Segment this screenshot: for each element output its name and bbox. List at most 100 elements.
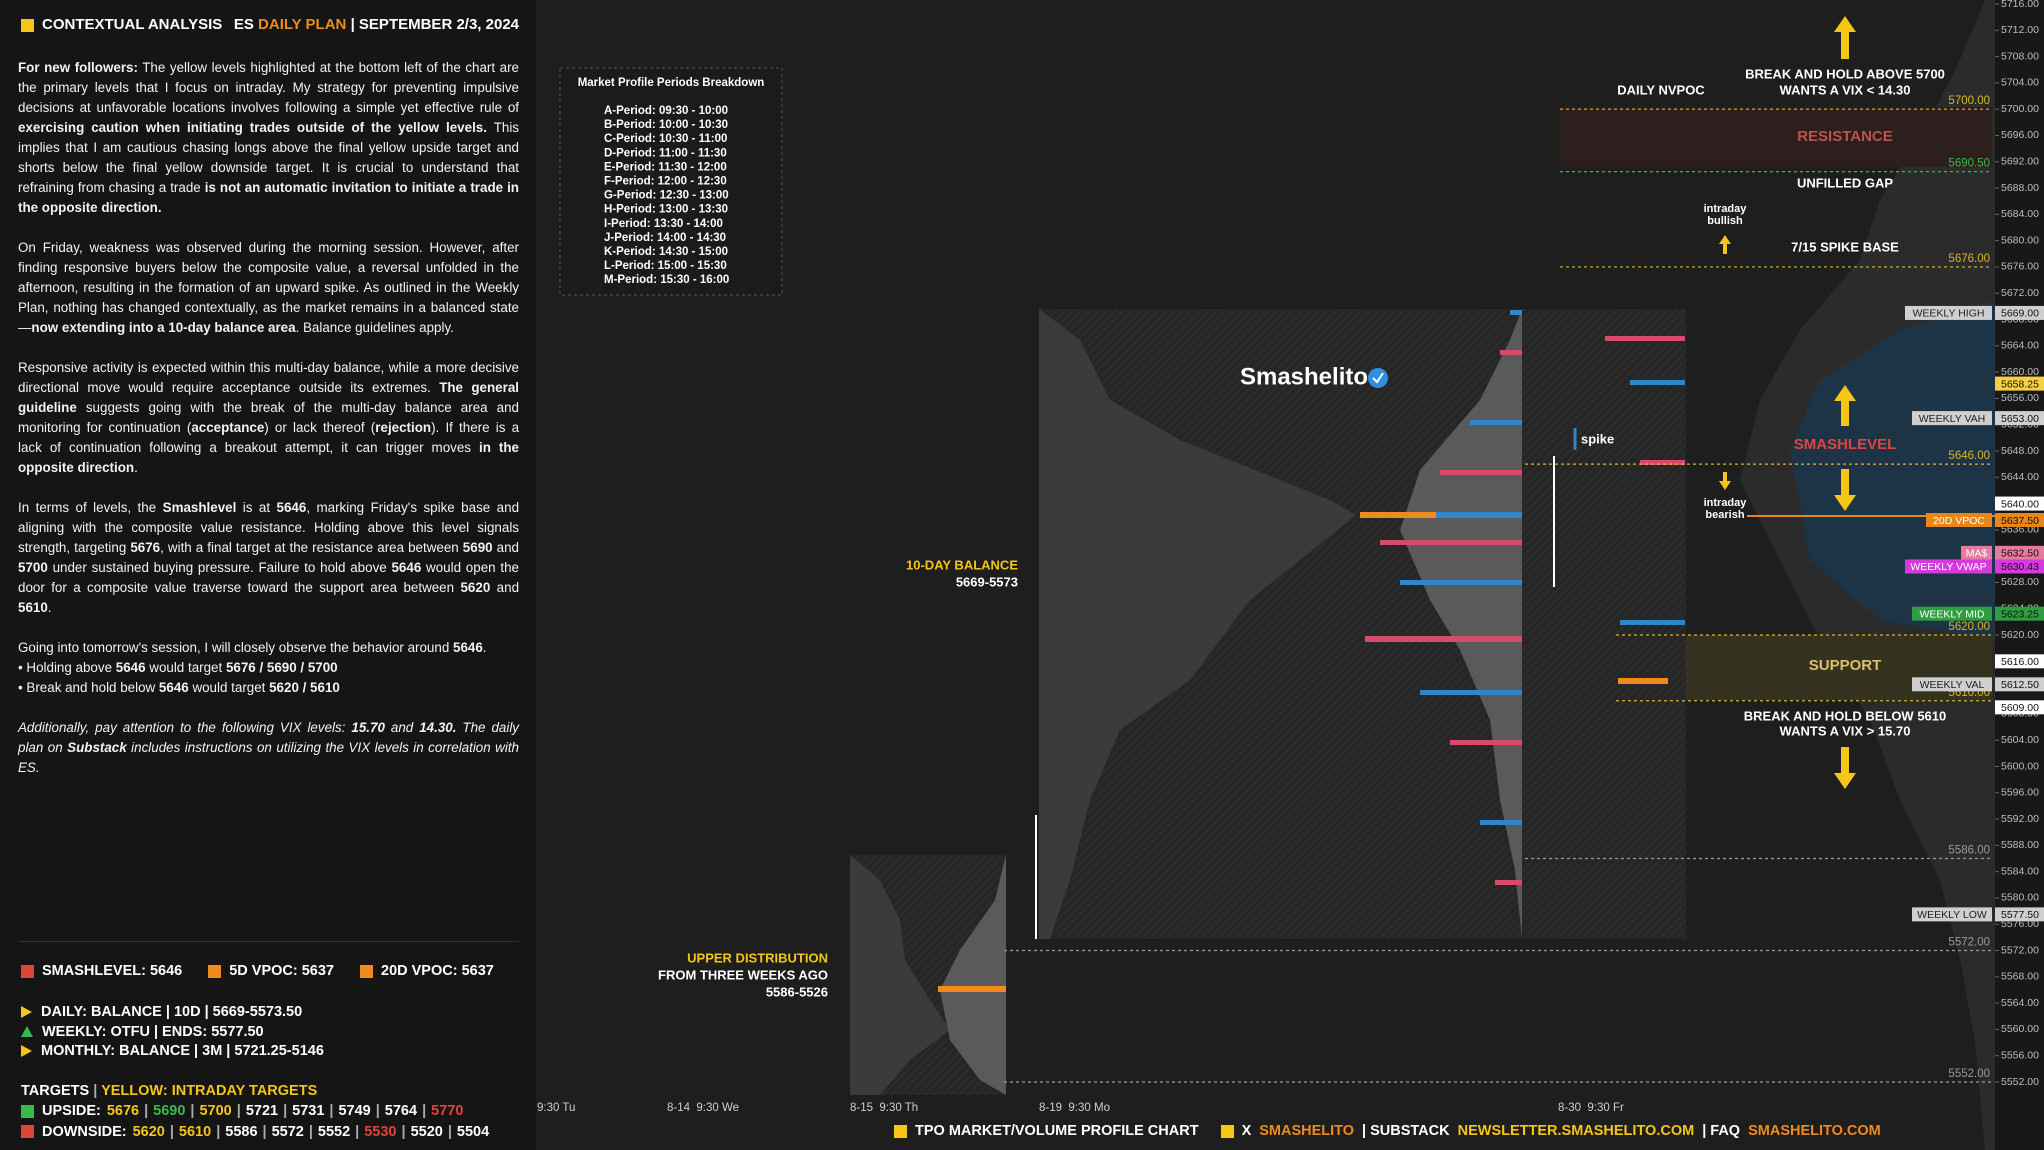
symbol: ES — [233, 16, 254, 33]
level-legend: SMASHLEVEL: 5646 5D VPOC: 5637 20D VPOC: 5… — [21, 963, 494, 979]
text: This implies that I am cautious chasing … — [18, 120, 519, 195]
badge-name: MA$ — [1966, 548, 1988, 560]
separator: | — [283, 1103, 288, 1119]
text: is at — [236, 500, 277, 515]
legend-item: 20D VPOC: 5637 — [360, 963, 494, 979]
badge-value-label: 5653.00 — [2001, 413, 2039, 425]
paragraph: • Break and hold below 5646 would target… — [18, 678, 519, 698]
bold-text: Smashlevel — [162, 500, 237, 515]
paragraph: For new followers: The yellow levels hig… — [18, 58, 519, 218]
annotation: bullish — [1707, 215, 1743, 227]
bold-text: The general guideline — [18, 380, 519, 415]
vpoc-bar — [1360, 512, 1436, 518]
badge-value — [1995, 907, 2044, 922]
badge-name-bg — [1912, 677, 1992, 692]
badge-value — [1995, 512, 2044, 527]
period: L-Period: 15:00 - 15:30 — [604, 260, 727, 272]
badge-name: WEEKLY VAH — [1919, 413, 1986, 425]
period: F-Period: 12:00 - 12:30 — [604, 176, 727, 188]
target-label: UPSIDE: — [42, 1103, 101, 1119]
annotation: SUPPORT — [1809, 657, 1882, 674]
context-icon — [21, 1045, 32, 1058]
annotation: WANTS A VIX < 14.30 — [1780, 82, 1911, 97]
badge-value-label: 5637.50 — [2001, 515, 2039, 527]
bold-text: 5646 — [115, 660, 146, 675]
badge-value — [1995, 376, 2044, 391]
y-tick-label: 5600.00 — [2001, 760, 2039, 772]
annotation: BREAK AND HOLD BELOW 5610 — [1744, 708, 1946, 723]
period: J-Period: 14:00 - 14:30 — [604, 232, 726, 244]
targets-label: TARGETS — [21, 1083, 90, 1099]
badge-name-bg — [1912, 907, 1992, 922]
text: and — [384, 720, 420, 735]
badge-value-label: 5612.50 — [2001, 679, 2039, 691]
tpo-profile-small — [850, 855, 950, 1095]
y-tick-label: 5556.00 — [2001, 1049, 2039, 1061]
y-tick-label: 5580.00 — [2001, 892, 2039, 904]
y-tick-label: 5664.00 — [2001, 340, 2039, 352]
target-value: 5620 — [132, 1123, 165, 1140]
header-icon — [21, 18, 34, 32]
bold-text: For new followers: — [18, 60, 138, 75]
text: , with a final target at the resistance … — [160, 540, 463, 555]
period: G-Period: 12:30 - 13:00 — [604, 190, 729, 202]
footer-text: SMASHELITO — [1259, 1123, 1355, 1139]
separator: | — [236, 1103, 241, 1119]
badge-value — [1995, 559, 2044, 574]
targets-title: TARGETS | YELLOW: INTRADAY TARGETS — [21, 1083, 318, 1099]
paragraph: On Friday, weakness was observed during … — [18, 238, 519, 338]
legend-item: 5D VPOC: 5637 — [208, 963, 334, 979]
y-tick-label: 5592.00 — [2001, 813, 2039, 825]
footer-text: TPO MARKET/VOLUME PROFILE CHART — [915, 1123, 1199, 1139]
context-line: DAILY: BALANCE | 10D | 5669-5573.50 — [21, 1004, 302, 1020]
target-value: 5731 — [292, 1103, 325, 1119]
y-tick-label: 5716.00 — [2001, 0, 2039, 10]
bold-text: 5700 — [18, 560, 48, 575]
text: • Break and hold below — [18, 680, 159, 695]
volume-profile-small — [940, 855, 1006, 1095]
text: ). If there is a lack of continuation fo… — [18, 420, 520, 455]
level-label: 5646.00 — [1948, 450, 1990, 462]
badge-name-bg — [1912, 411, 1992, 426]
badge-value-label: 5640.00 — [2001, 498, 2039, 510]
text: would open the door for a composite valu… — [18, 560, 519, 595]
x-label: 8-30 9:30 Fr — [1558, 1102, 1624, 1114]
annotation: spike — [1581, 431, 1614, 446]
y-tick-label: 5712.00 — [2001, 24, 2039, 36]
badge-value — [1995, 700, 2044, 715]
x-label: 8-19 9:30 Mo — [1039, 1102, 1110, 1114]
footer-text: SMASHELITO.COM — [1748, 1123, 1881, 1139]
footer: TPO MARKET/VOLUME PROFILE CHART X SMASHELI… — [894, 1123, 1881, 1139]
annotation: intraday — [1704, 497, 1748, 509]
periods-title: Market Profile Periods Breakdown — [578, 77, 765, 89]
badge-name: WEEKLY MID — [1920, 608, 1985, 620]
composite-value — [1790, 300, 1995, 640]
target-value: 5520 — [410, 1123, 443, 1140]
annotation: 5586-5526 — [766, 984, 828, 999]
period: A-Period: 09:30 - 10:00 — [604, 105, 728, 117]
badge-value — [1995, 654, 2044, 669]
separator: | — [262, 1123, 267, 1140]
level-label: 5572.00 — [1948, 937, 1990, 949]
watermark: Smashelito — [1240, 363, 1368, 390]
legend-swatch — [21, 964, 34, 978]
tpo-profile — [1039, 309, 1356, 939]
y-tick-label: 5604.00 — [2001, 734, 2039, 746]
context-text: MONTHLY: BALANCE | 3M | 5721.25-5146 — [41, 1043, 324, 1059]
context-text: WEEKLY: OTFU | ENDS: 5577.50 — [42, 1023, 264, 1040]
period: H-Period: 13:00 - 13:30 — [604, 204, 728, 216]
text: . — [47, 600, 52, 615]
y-tick-label: 5656.00 — [2001, 392, 2039, 404]
volume-profile — [1400, 309, 1522, 939]
text: , marking Friday's spike base and aligni… — [18, 500, 520, 555]
level-label: 5690.50 — [1948, 158, 1990, 170]
bold-text: Substack — [67, 740, 127, 755]
x-label: 8-14 9:30 We — [667, 1102, 739, 1114]
badge-value-label: 5669.00 — [2001, 308, 2039, 320]
target-value: 5749 — [338, 1103, 371, 1119]
verified-check — [1372, 372, 1384, 384]
badge-name-bg — [1905, 559, 1992, 574]
y-tick-label: 5680.00 — [2001, 234, 2039, 246]
badge-name: WEEKLY LOW — [1917, 909, 1987, 921]
y-tick-label: 5648.00 — [2001, 445, 2039, 457]
